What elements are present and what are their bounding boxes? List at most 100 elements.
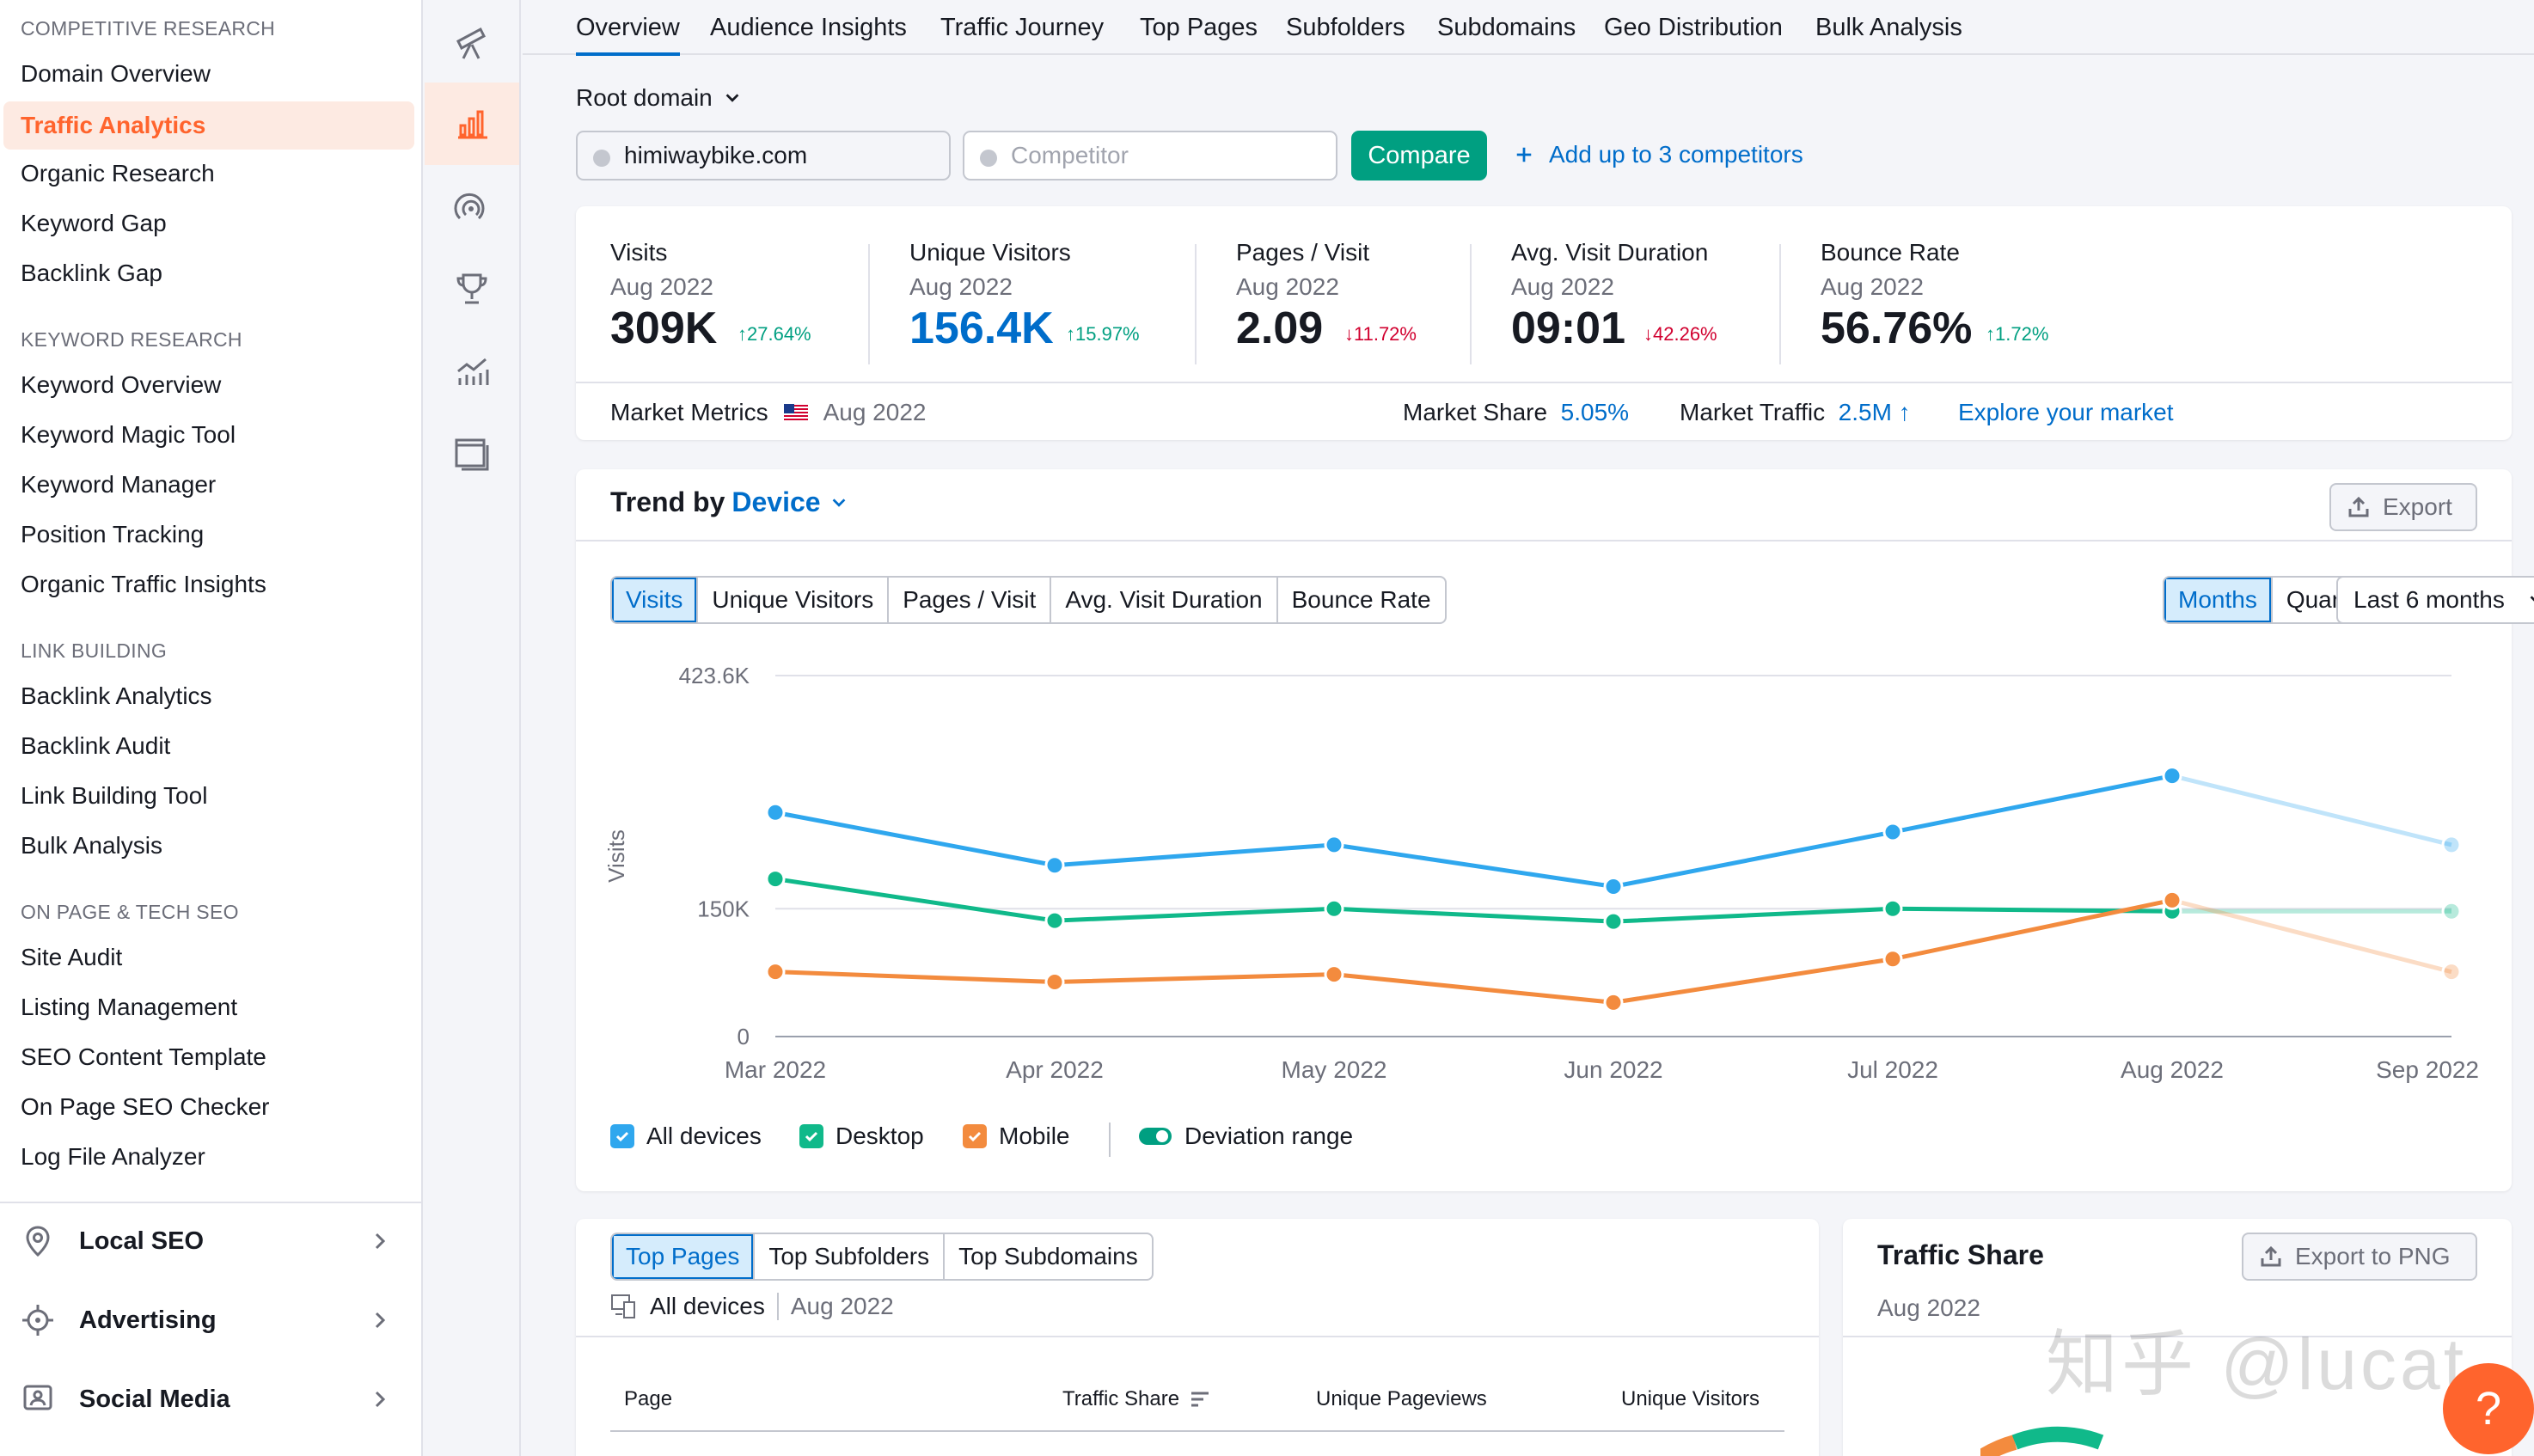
column-header-page[interactable]: Page [624,1387,673,1410]
metric-value: 09:01 [1511,303,1625,353]
series-line-all-devices [774,774,2173,890]
tab-subdomains[interactable]: Subdomains [1437,14,1576,41]
metric-date: Aug 2022 [1821,273,1924,300]
tab-audience-insights[interactable]: Audience Insights [710,14,907,41]
sidebar-item-traffic-analytics[interactable]: Traffic Analytics [3,101,414,150]
sidebar-item-organic-traffic-insights[interactable]: Organic Traffic Insights [21,571,266,597]
sidebar-item-bulk-analysis[interactable]: Bulk Analysis [21,832,162,859]
metric-label: Unique Visitors [909,239,1071,266]
data-point-desktop [1603,911,1624,932]
trend-title: Trend by Device [610,486,848,518]
sidebar-item-keyword-gap[interactable]: Keyword Gap [21,210,167,236]
root-domain-dropdown[interactable]: Root domain [576,84,742,112]
sidebar-item-organic-research[interactable]: Organic Research [21,160,215,187]
tab-bulk-analysis[interactable]: Bulk Analysis [1815,14,1962,41]
upload-icon [2261,1245,2281,1267]
data-point-all-devices [765,802,786,823]
plus-icon [1516,147,1532,162]
checkbox-checked-icon [610,1124,634,1148]
metric-value: 2.09 [1236,303,1324,353]
sidebar-item-backlink-analytics[interactable]: Backlink Analytics [21,682,212,709]
column-header-unique-visitors[interactable]: Unique Visitors [1621,1387,1760,1410]
legend-mobile[interactable]: Mobile [963,1123,1069,1150]
tab-top-subfolders[interactable]: Top Subfolders [755,1234,946,1279]
chevron-down-icon [2530,596,2534,602]
rail-bar-chart-button[interactable] [425,83,519,165]
sidebar-item-domain-overview[interactable]: Domain Overview [21,60,211,87]
metric-tab-unique-visitors[interactable]: Unique Visitors [698,578,890,622]
competitor-input[interactable]: Competitor [963,131,1337,180]
period-tab-months[interactable]: Months [2164,578,2273,622]
device-dropdown[interactable]: Device [731,486,848,518]
metric-tab-visits[interactable]: Visits [612,578,699,622]
explore-market-link[interactable]: Explore your market [1958,399,2174,425]
chevron-right-icon [375,1233,386,1250]
sidebar-item-position-tracking[interactable]: Position Tracking [21,521,205,548]
tab-subfolders[interactable]: Subfolders [1286,14,1405,41]
tab-top-subdomains[interactable]: Top Subdomains [958,1243,1138,1269]
domain-input[interactable]: himiwaybike.com [576,131,951,180]
metrics-card: Visits Aug 2022 309K ↑27.64% Unique Visi… [576,206,2512,440]
y-tick-label: 423.6K [679,663,750,688]
sidebar-group-advertising[interactable]: Advertising [0,1286,423,1355]
domain-color-dot [593,150,610,167]
sidebar-item-seo-content-template[interactable]: SEO Content Template [21,1043,266,1070]
y-tick-label: 150K [697,896,750,921]
range-dropdown[interactable]: Last 6 months [2336,576,2534,624]
rail-window-button[interactable] [425,413,519,495]
traffic-share-card: Traffic Share Aug 2022 Export to PNG [1843,1219,2512,1456]
column-header-traffic-share[interactable]: Traffic Share [1062,1387,1210,1411]
telescope-icon [456,27,486,59]
radar-icon [454,193,485,220]
compare-button[interactable]: Compare [1351,131,1487,180]
group-label: Advertising [79,1306,217,1334]
sidebar-group-local-seo[interactable]: Local SEO [0,1207,423,1276]
group-label: Local SEO [79,1227,205,1255]
sidebar-item-link-building-tool[interactable]: Link Building Tool [21,782,208,809]
metric-tab-pages-visit[interactable]: Pages / Visit [889,578,1052,622]
data-point-all-devices [1603,876,1624,896]
legend-all-devices[interactable]: All devices [610,1123,762,1150]
tab-top-pages[interactable]: Top Pages [1140,14,1258,41]
series-projection-all-devices [2171,774,2452,847]
legend-deviation-range[interactable]: Deviation range [1138,1123,1353,1150]
add-competitors-link[interactable]: Add up to 3 competitors [1515,141,1803,168]
data-point-mobile [765,962,786,982]
checkbox-checked-icon [799,1124,823,1148]
metric-change: ↓11.72% [1344,323,1417,345]
sidebar-item-backlink-audit[interactable]: Backlink Audit [21,732,171,759]
sidebar-item-site-audit[interactable]: Site Audit [21,944,123,970]
sidebar-group-social-media[interactable]: Social Media [0,1365,423,1434]
market-share: Market Share 5.05% [1403,399,1630,425]
sidebar-item-log-file-analyzer[interactable]: Log File Analyzer [21,1143,205,1170]
chevron-down-icon [725,94,739,102]
tab-top-pages-list[interactable]: Top Pages [612,1234,756,1279]
series-line-mobile [774,897,2173,1005]
sidebar-item-backlink-gap[interactable]: Backlink Gap [21,260,162,286]
legend-desktop[interactable]: Desktop [799,1123,924,1150]
metric-label: Visits [610,239,668,266]
tab-overview[interactable]: Overview [576,14,680,56]
column-header-unique-pageviews[interactable]: Unique Pageviews [1316,1387,1487,1410]
export-png-button[interactable]: Export to PNG [2242,1233,2477,1281]
tab-geo-distribution[interactable]: Geo Distribution [1604,14,1783,41]
traffic-share-donut [1980,1426,2104,1456]
rail-telescope-button[interactable] [425,0,519,83]
sidebar-item-keyword-overview[interactable]: Keyword Overview [21,371,222,398]
sidebar-item-listing-management[interactable]: Listing Management [21,994,238,1020]
report-tabs: Overview Audience Insights Traffic Journ… [523,0,2534,56]
sidebar-item-keyword-magic-tool[interactable]: Keyword Magic Tool [21,421,236,448]
rail-trend-button[interactable] [425,330,519,413]
rail-trophy-button[interactable] [425,248,519,330]
rail-radar-button[interactable] [425,165,519,248]
tab-traffic-journey[interactable]: Traffic Journey [940,14,1105,41]
metric-tab-avg-visit-duration[interactable]: Avg. Visit Duration [1051,578,1278,622]
help-button[interactable]: ? [2443,1363,2534,1454]
metric-tab-bounce-rate[interactable]: Bounce Rate [1291,586,1431,613]
sidebar-item-on-page-seo-checker[interactable]: On Page SEO Checker [21,1093,270,1120]
competitor-color-dot [980,150,997,167]
export-button[interactable]: Export [2329,483,2477,531]
social-icon [23,1385,52,1410]
sidebar-item-keyword-manager[interactable]: Keyword Manager [21,471,217,498]
table-header-underline [610,1430,1784,1432]
